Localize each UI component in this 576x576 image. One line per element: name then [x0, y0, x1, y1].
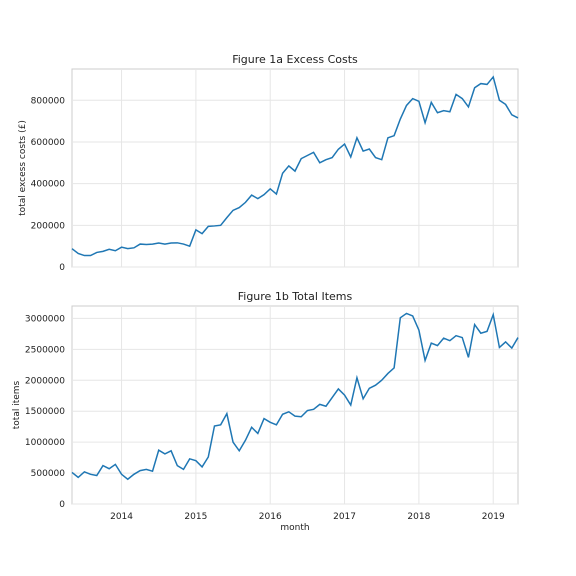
panel-total-items-xtick-label: 2018 [407, 512, 430, 522]
panel-total-items-ticks: 0 500000 1000000 1500000 2000000 2500000 30000… [25, 314, 505, 522]
panel-excess-costs-ytick-label: 600000 [31, 138, 66, 148]
panel-total-items: 0 500000 1000000 1500000 2000000 2500000 30000… [12, 290, 519, 533]
panel-excess-costs-series-line [71, 75, 519, 257]
panel-excess-costs-title: Figure 1a Excess Costs [232, 53, 358, 66]
panel-total-items-ytick-label: 0 [59, 500, 65, 510]
panel-total-items-ytick-label: 1500000 [25, 407, 65, 417]
panel-total-items-xlabel: month [280, 523, 309, 533]
panel-total-items-xtick-label: 2014 [110, 512, 133, 522]
panel-total-items-ytick-label: 2000000 [25, 376, 65, 386]
panel-total-items-series-line [71, 311, 519, 481]
panel-excess-costs-ytick-label: 800000 [31, 96, 66, 106]
panel-excess-costs-ylabel: total excess costs (£) [18, 120, 28, 216]
panel-total-items-xtick-label: 2015 [184, 512, 207, 522]
panel-excess-costs-ticks: 0 200000 400000 600000 800000 [31, 96, 66, 273]
panel-total-items-plot-area [71, 305, 519, 505]
panel-total-items-ytick-label: 3000000 [25, 314, 65, 324]
panel-total-items-grid [72, 306, 518, 505]
panel-total-items-ylabel: total items [12, 380, 22, 429]
panel-total-items-ytick-label: 1000000 [25, 438, 65, 448]
panel-excess-costs-ytick-label: 0 [59, 263, 65, 273]
panel-total-items-ytick-label: 500000 [31, 469, 66, 479]
panel-total-items-xtick-label: 2016 [259, 512, 282, 522]
panel-excess-costs-ytick-label: 200000 [31, 221, 66, 231]
panel-total-items-xtick-label: 2019 [482, 512, 505, 522]
panel-total-items-ytick-label: 2500000 [25, 345, 65, 355]
panel-excess-costs-grid [72, 69, 518, 268]
panel-excess-costs: 0 200000 400000 600000 800000 Figure 1a Exce… [18, 53, 519, 273]
panel-total-items-title: Figure 1b Total Items [238, 290, 353, 303]
panel-excess-costs-plot-area [71, 68, 519, 268]
panel-excess-costs-ytick-label: 400000 [31, 180, 66, 190]
panel-total-items-xtick-label: 2017 [333, 512, 356, 522]
